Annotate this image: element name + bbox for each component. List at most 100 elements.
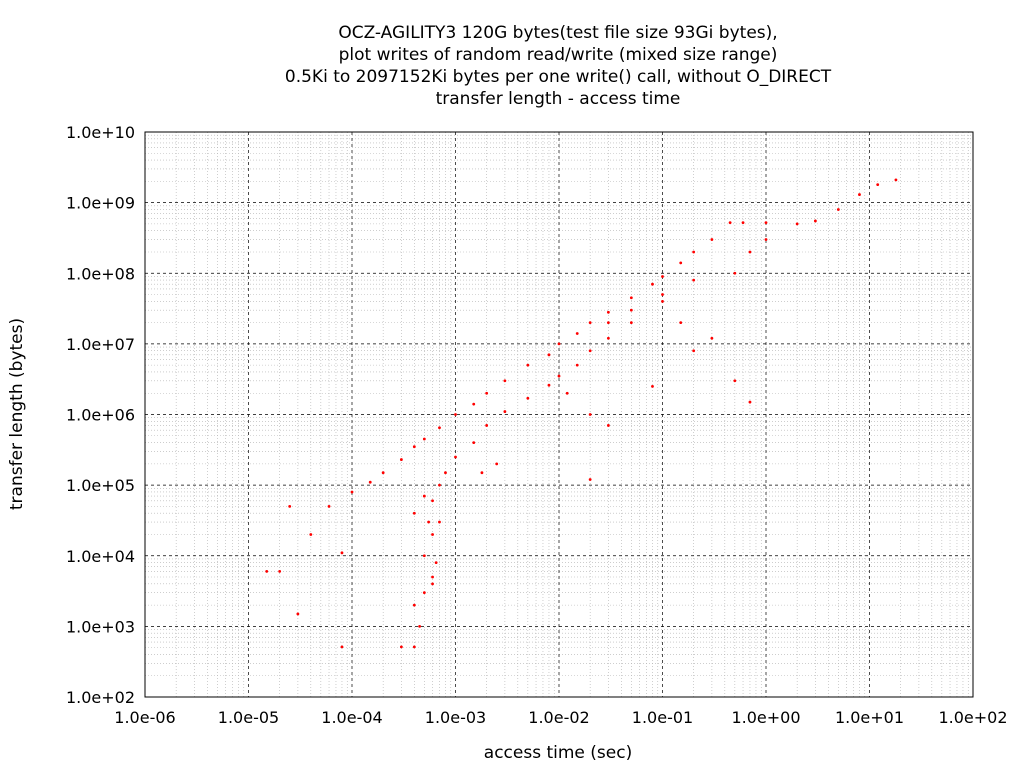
x-tick-label: 1.0e+02 xyxy=(938,708,1007,727)
data-point xyxy=(350,490,354,494)
data-point xyxy=(472,441,476,445)
data-point xyxy=(495,462,499,466)
data-point xyxy=(438,426,441,430)
data-point xyxy=(661,293,664,296)
data-point xyxy=(733,271,737,275)
data-point xyxy=(588,349,592,353)
data-point xyxy=(588,478,592,481)
data-point xyxy=(438,483,441,487)
data-point xyxy=(629,321,633,325)
data-point xyxy=(309,533,313,536)
data-point xyxy=(434,561,438,564)
data-points xyxy=(265,178,898,649)
x-tick-label: 1.0e+01 xyxy=(835,708,904,727)
data-point xyxy=(454,455,457,459)
data-point xyxy=(399,458,403,461)
x-tick-label: 1.0e-02 xyxy=(528,708,589,727)
data-point xyxy=(557,374,561,378)
data-point xyxy=(733,379,737,383)
y-tick-label: 1.0e+05 xyxy=(66,476,135,495)
y-tick-label: 1.0e+02 xyxy=(66,688,135,707)
data-point xyxy=(480,471,484,475)
data-point xyxy=(438,520,441,524)
data-point xyxy=(575,332,579,335)
data-point xyxy=(606,336,610,340)
data-point xyxy=(288,504,292,508)
data-point xyxy=(412,445,416,449)
data-point xyxy=(296,612,300,616)
data-point xyxy=(692,250,696,254)
data-point xyxy=(422,494,426,498)
data-point xyxy=(764,238,768,241)
title-line-2: plot writes of random read/write (mixed … xyxy=(339,45,778,65)
data-point xyxy=(679,261,683,265)
x-tick-label: 1.0e-04 xyxy=(321,708,382,727)
data-point xyxy=(876,183,880,186)
x-tick-label: 1.0e-06 xyxy=(114,708,175,727)
data-point xyxy=(547,353,551,357)
data-point xyxy=(588,413,592,416)
y-tick-label: 1.0e+07 xyxy=(66,335,135,354)
data-point xyxy=(427,520,431,524)
data-point xyxy=(381,471,385,475)
data-point xyxy=(813,219,817,223)
data-point xyxy=(661,275,664,278)
data-point xyxy=(526,396,530,400)
data-point xyxy=(588,321,592,325)
data-point xyxy=(565,391,569,395)
data-point xyxy=(472,402,476,406)
data-point xyxy=(606,424,610,427)
data-point xyxy=(503,410,507,413)
title-line-3: 0.5Ki to 2097152Ki bytes per one write()… xyxy=(285,67,832,87)
data-point xyxy=(265,570,269,573)
axis-ticks: 1.0e-06 1.0e-05 1.0e-04 1.0e-03 1.0e-02 1.0e-… xyxy=(66,123,1008,727)
data-point xyxy=(547,383,551,387)
y-tick-label: 1.0e+10 xyxy=(66,123,135,142)
data-point xyxy=(692,349,696,353)
data-point xyxy=(431,533,434,536)
data-point xyxy=(431,582,434,586)
data-point xyxy=(795,222,799,226)
data-point xyxy=(606,310,610,314)
data-point xyxy=(728,221,732,225)
data-point xyxy=(503,379,507,383)
y-tick-label: 1.0e+08 xyxy=(66,264,135,283)
data-point xyxy=(741,221,745,225)
data-point xyxy=(412,645,416,649)
grid xyxy=(144,131,974,698)
data-point xyxy=(340,551,344,555)
data-point xyxy=(557,342,561,346)
data-point xyxy=(485,424,489,427)
data-point xyxy=(764,221,768,225)
x-tick-label: 1.0e+00 xyxy=(731,708,800,727)
data-point xyxy=(431,499,434,503)
data-point xyxy=(894,178,898,182)
x-axis-label: access time (sec) xyxy=(484,743,632,763)
data-point xyxy=(575,363,579,367)
data-point xyxy=(661,299,664,303)
data-point xyxy=(418,624,422,628)
y-tick-label: 1.0e+04 xyxy=(66,547,135,566)
data-point xyxy=(858,193,861,196)
data-point xyxy=(629,308,633,312)
x-tick-label: 1.0e-01 xyxy=(632,708,693,727)
x-tick-label: 1.0e-03 xyxy=(425,708,486,727)
data-point xyxy=(526,363,530,367)
data-point xyxy=(340,645,344,649)
data-point xyxy=(368,480,372,484)
data-point xyxy=(278,570,282,573)
x-tick-label: 1.0e-05 xyxy=(218,708,279,727)
data-point xyxy=(454,413,457,416)
y-tick-label: 1.0e+09 xyxy=(66,194,135,213)
data-point xyxy=(412,511,416,515)
data-point xyxy=(651,384,654,388)
data-point xyxy=(748,400,752,404)
data-point xyxy=(836,208,840,211)
title-line-4: transfer length - access time xyxy=(436,89,681,109)
data-point xyxy=(327,504,331,508)
data-point xyxy=(710,238,714,241)
data-point xyxy=(412,603,416,607)
title-line-1: OCZ-AGILITY3 120G bytes(test file size 9… xyxy=(338,23,777,43)
data-point xyxy=(710,336,714,340)
